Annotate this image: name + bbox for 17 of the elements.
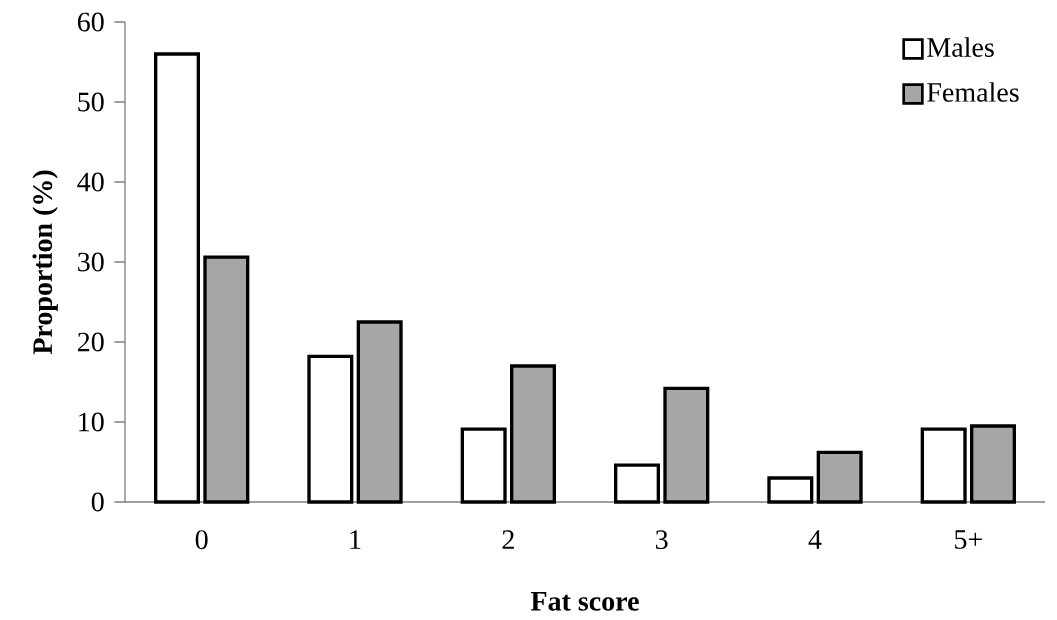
y-tick-label: 30 [78,252,104,272]
x-tick-label: 2 [502,530,514,549]
legend-label: Females [927,82,1019,102]
y-tick-label: 10 [79,412,104,432]
x-axis-title: Fat score [530,592,639,611]
y-tick-label: 20 [77,332,104,352]
legend-label: Males [927,37,994,57]
y-tick-label: 40 [77,172,104,192]
x-tick-label: 5+ [955,530,982,549]
y-tick-label: 0 [91,492,104,512]
y-axis-title: Proportion (%) [32,170,58,355]
x-tick-label: 4 [808,530,822,549]
x-tick-label: 0 [195,530,208,550]
y-tick-label: 60 [77,12,104,32]
x-tick-label: 1 [350,530,361,549]
x-tick-label: 3 [656,530,668,550]
y-tick-label: 50 [78,92,104,112]
